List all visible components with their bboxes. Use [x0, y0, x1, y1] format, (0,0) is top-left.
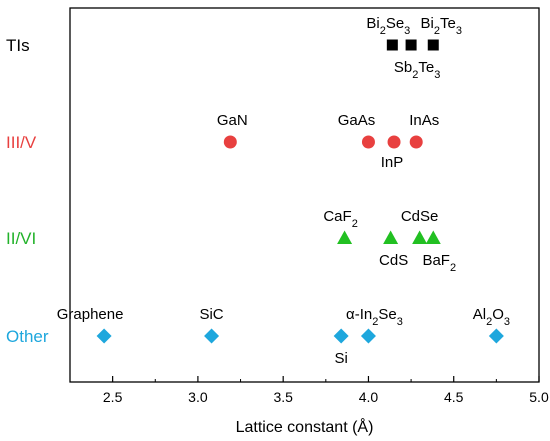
- x-tick-label: 4.0: [359, 389, 379, 405]
- data-point-label: α-In2Se3: [346, 306, 403, 328]
- x-tick-label: 4.5: [444, 389, 464, 405]
- x-tick-label: 2.5: [103, 389, 123, 405]
- data-point-label: InP: [381, 154, 404, 171]
- x-axis-title: Lattice constant (Å): [236, 417, 374, 436]
- data-point-diamond-marker: [333, 328, 349, 344]
- data-point-label: CdSe: [401, 208, 439, 225]
- data-point-label: Graphene: [57, 306, 124, 323]
- data-point-diamond-marker: [204, 328, 220, 344]
- data-point-circle-marker: [223, 135, 237, 149]
- data-point-circle-marker: [361, 135, 375, 149]
- row-label-iivi: II/VI: [6, 229, 36, 248]
- row-label-other: Other: [6, 327, 49, 346]
- data-point-label: CaF2: [323, 208, 357, 230]
- x-tick-label: 3.0: [188, 389, 208, 405]
- data-point-label: CdS: [379, 252, 408, 269]
- plot-frame: [69, 7, 540, 383]
- data-point-diamond-marker: [96, 328, 112, 344]
- data-point-triangle-marker: [425, 230, 441, 244]
- row-label-tis: TIs: [6, 36, 30, 55]
- data-point-label: Si: [334, 350, 347, 367]
- data-point-label: GaN: [217, 112, 248, 129]
- data-point-circle-marker: [387, 135, 401, 149]
- data-point-square-marker: [405, 39, 417, 51]
- data-point-diamond-marker: [488, 328, 504, 344]
- x-tick-label: 3.5: [273, 389, 293, 405]
- data-point-square-marker: [386, 39, 398, 51]
- data-point-label: BaF2: [422, 252, 456, 274]
- data-point-label: Bi2Te3: [421, 15, 462, 37]
- row-label-iiiv: III/V: [6, 133, 37, 152]
- data-point-triangle-marker: [383, 230, 399, 244]
- data-point-circle-marker: [409, 135, 423, 149]
- data-point-triangle-marker: [412, 230, 428, 244]
- data-point-label: SiC: [199, 306, 223, 323]
- data-point-label: GaAs: [338, 112, 376, 129]
- data-point-triangle-marker: [337, 230, 353, 244]
- data-point-diamond-marker: [360, 328, 376, 344]
- data-point-label: Sb2Te3: [394, 59, 440, 81]
- data-point-label: Al2O3: [473, 306, 510, 328]
- data-point-label: Bi2Se3: [366, 15, 410, 37]
- data-point-square-marker: [427, 39, 439, 51]
- data-point-label: InAs: [409, 112, 439, 129]
- x-tick-label: 5.0: [529, 389, 549, 405]
